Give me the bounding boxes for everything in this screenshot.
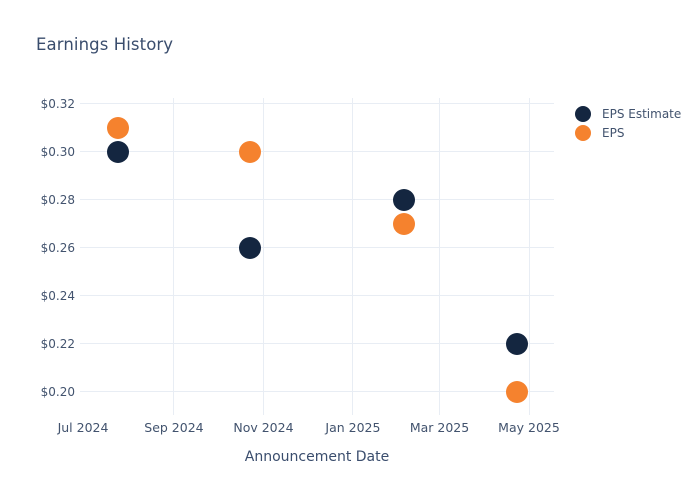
gridline-horizontal [80, 343, 554, 344]
eps-estimate-point[interactable] [506, 332, 529, 355]
gridline-horizontal [80, 151, 554, 152]
y-tick-label: $0.20 [40, 384, 75, 399]
chart-title: Earnings History [36, 35, 174, 54]
eps-estimate-point[interactable] [107, 140, 130, 163]
y-tick-label: $0.28 [40, 192, 75, 207]
x-axis-title: Announcement Date [244, 449, 390, 465]
eps-estimate-marker-icon [575, 105, 591, 122]
legend-label-eps-estimate: EPS Estimate [602, 106, 682, 121]
gridline-horizontal [80, 391, 554, 392]
gridline-vertical [262, 98, 264, 415]
eps-estimate-point[interactable] [239, 236, 262, 259]
y-tick-label: $0.24 [40, 288, 75, 303]
eps-estimate-point[interactable] [393, 188, 416, 211]
x-tick-label: Nov 2024 [233, 420, 294, 435]
gridline-vertical [439, 98, 440, 415]
gridline-vertical [352, 98, 354, 415]
x-tick-label: Mar 2025 [409, 420, 470, 435]
y-tick-label: $0.22 [40, 336, 75, 351]
gridline-vertical [173, 98, 175, 415]
eps-point[interactable] [393, 212, 416, 235]
x-tick-label: Jan 2025 [325, 420, 381, 435]
y-tick-label: $0.32 [40, 96, 75, 111]
gridline-horizontal [80, 103, 554, 104]
legend-label-eps: EPS [602, 125, 625, 140]
eps-point[interactable] [506, 380, 529, 403]
legend-item-eps-estimate[interactable]: EPS Estimate [575, 104, 681, 123]
gridline-horizontal [80, 295, 554, 296]
legend-item-eps[interactable]: EPS [575, 123, 681, 142]
legend: EPS Estimate EPS [575, 104, 681, 142]
eps-point[interactable] [239, 140, 262, 163]
x-tick-label: Sep 2024 [144, 420, 204, 435]
gridline-horizontal [80, 247, 554, 248]
eps-marker-icon [575, 124, 591, 141]
eps-point[interactable] [107, 116, 130, 139]
y-tick-label: $0.26 [40, 240, 75, 255]
x-tick-label: Jul 2024 [57, 420, 109, 435]
gridline-horizontal [80, 199, 554, 200]
y-tick-label: $0.30 [40, 144, 75, 159]
x-tick-label: May 2025 [498, 420, 560, 435]
gridline-vertical [528, 98, 530, 415]
